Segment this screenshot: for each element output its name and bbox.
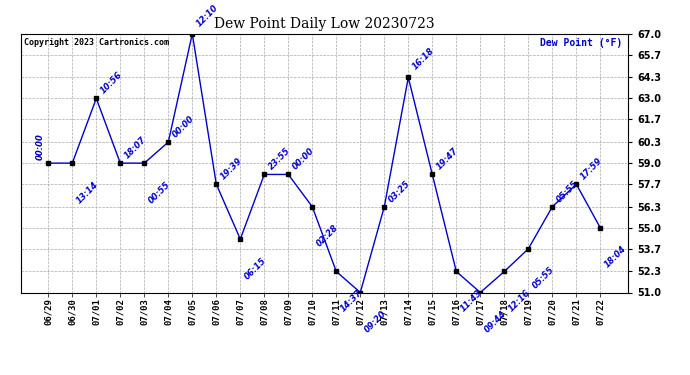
Text: Copyright 2023 Cartronics.com: Copyright 2023 Cartronics.com <box>23 38 169 46</box>
Text: 00:00: 00:00 <box>291 146 317 172</box>
Text: 00:00: 00:00 <box>171 114 197 140</box>
Text: 05:55: 05:55 <box>555 178 580 204</box>
Text: 18:07: 18:07 <box>123 135 148 160</box>
Text: 12:16: 12:16 <box>507 288 533 314</box>
Text: 14:37: 14:37 <box>339 288 364 314</box>
Title: Dew Point Daily Low 20230723: Dew Point Daily Low 20230723 <box>214 17 435 31</box>
Text: 03:25: 03:25 <box>387 178 413 204</box>
Text: 00:55: 00:55 <box>147 180 172 205</box>
Text: 19:39: 19:39 <box>219 156 244 182</box>
Text: 02:28: 02:28 <box>315 224 340 249</box>
Text: 10:56: 10:56 <box>99 70 124 96</box>
Text: 12:10: 12:10 <box>195 3 220 28</box>
Text: 00:00: 00:00 <box>35 134 44 160</box>
Text: Dew Point (°F): Dew Point (°F) <box>540 38 622 48</box>
Text: 09:44: 09:44 <box>483 309 509 334</box>
Text: 13:14: 13:14 <box>75 180 101 205</box>
Text: 17:59: 17:59 <box>579 156 604 182</box>
Text: 19:47: 19:47 <box>435 146 460 172</box>
Text: 06:15: 06:15 <box>243 256 268 281</box>
Text: 16:18: 16:18 <box>411 46 437 72</box>
Text: 23:55: 23:55 <box>267 146 293 172</box>
Text: 11:43: 11:43 <box>459 288 484 314</box>
Text: 18:04: 18:04 <box>603 244 629 270</box>
Text: 05:55: 05:55 <box>531 266 556 291</box>
Text: 09:20: 09:20 <box>363 309 388 334</box>
